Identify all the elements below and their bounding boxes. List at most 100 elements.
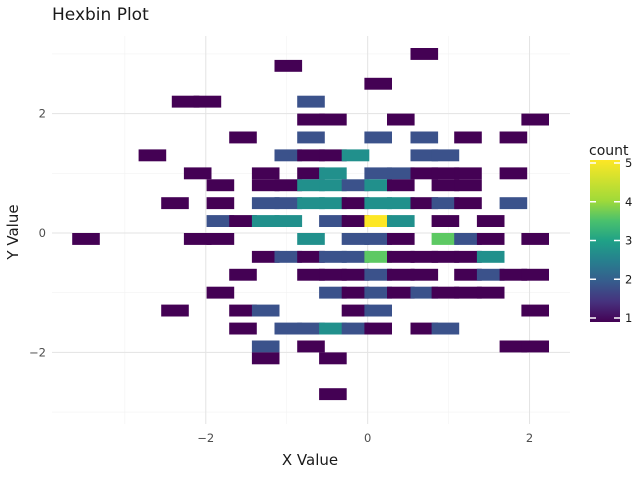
y-tick-label: 0	[39, 226, 46, 240]
bin-tile	[364, 304, 392, 317]
bin-tile	[341, 322, 370, 335]
bin-tile	[319, 179, 347, 192]
bin-tile	[297, 179, 325, 192]
bin-tile	[364, 268, 392, 281]
bin-tile	[229, 322, 257, 335]
bin-tile	[297, 95, 325, 108]
bin-tile	[521, 340, 549, 353]
bin-tile	[297, 233, 325, 245]
bin-tile	[251, 197, 280, 210]
bin-tile	[206, 233, 235, 245]
bin-tile	[319, 268, 347, 281]
y-axis-title: Y Value	[4, 204, 22, 260]
bin-tile	[410, 197, 439, 210]
bin-tile	[274, 179, 303, 192]
bin-tile	[410, 322, 439, 335]
bin-tile	[364, 167, 392, 180]
bin-tile	[319, 167, 347, 180]
bin-tile	[364, 131, 392, 144]
bin-tiles	[72, 48, 549, 401]
bin-tile	[387, 167, 415, 180]
bin-tile	[454, 179, 482, 192]
bin-tile	[431, 197, 460, 210]
bin-tile	[274, 250, 303, 263]
bin-tile	[229, 304, 257, 317]
bin-tile	[364, 197, 392, 210]
bin-tile	[410, 149, 439, 162]
bin-tile	[251, 250, 280, 263]
bin-tile	[387, 268, 415, 281]
bin-tile	[410, 131, 439, 144]
bin-tile	[387, 197, 415, 210]
bin-tile	[319, 388, 347, 401]
bin-tile	[364, 233, 392, 245]
bin-tile	[251, 352, 280, 365]
bin-tile	[499, 167, 528, 180]
bin-tile	[387, 113, 415, 126]
bin-tile	[476, 268, 505, 281]
bin-tile	[206, 197, 235, 210]
bin-tile	[251, 179, 280, 192]
bin-tile	[410, 268, 439, 281]
bin-tile	[297, 113, 325, 126]
bin-tile	[341, 286, 370, 299]
legend-tick-label: 5	[625, 156, 632, 170]
bin-tile	[319, 322, 347, 335]
bin-tile	[319, 197, 347, 210]
bin-tile	[476, 286, 505, 299]
bin-tile	[521, 268, 549, 281]
bin-tile	[297, 268, 325, 281]
bin-tile	[364, 179, 392, 192]
bin-tile	[431, 322, 460, 335]
x-tick-label: 0	[364, 431, 371, 445]
bin-tile	[297, 167, 325, 180]
bin-tile	[387, 286, 415, 299]
legend-tick-label: 3	[625, 234, 632, 248]
bin-tile	[454, 250, 482, 263]
bin-tile	[341, 149, 370, 162]
bin-tile	[521, 304, 549, 317]
bin-tile	[161, 197, 189, 210]
bin-tile	[319, 250, 347, 263]
chart-title: Hexbin Plot	[52, 5, 149, 25]
bin-tile	[297, 322, 325, 335]
bin-tile	[251, 215, 280, 227]
bin-tile	[364, 77, 392, 90]
bin-tile	[341, 215, 370, 227]
bin-tile	[364, 286, 392, 299]
bin-tile	[274, 197, 303, 210]
bin-tile	[229, 131, 257, 144]
bin-tile	[229, 215, 257, 227]
bin-tile	[72, 233, 100, 245]
bin-tile	[251, 340, 280, 353]
bin-tile	[454, 233, 482, 245]
bin-tile	[364, 215, 392, 227]
x-tick-label: 2	[526, 431, 533, 445]
bin-tile	[454, 197, 482, 210]
legend-title: count	[589, 143, 629, 159]
bin-tile	[161, 304, 189, 317]
bin-tile	[521, 113, 549, 126]
bin-tile	[229, 268, 257, 281]
bin-tile	[341, 197, 370, 210]
y-axis-ticks: −2 0 2	[29, 107, 46, 360]
bin-tile	[341, 268, 370, 281]
bin-tile	[476, 233, 505, 245]
bin-tile	[193, 95, 222, 108]
bin-tile	[410, 167, 439, 180]
bin-tile	[387, 233, 415, 245]
bin-tile	[183, 233, 212, 245]
bin-tile	[274, 149, 303, 162]
bin-tile	[454, 286, 482, 299]
bin-tile	[297, 340, 325, 353]
bin-tile	[364, 250, 392, 263]
bin-tile	[410, 286, 439, 299]
bin-tile	[297, 250, 325, 263]
bin-tile	[274, 59, 303, 72]
bin-tile	[410, 250, 439, 263]
bin-tile	[431, 215, 460, 227]
bin-tile	[431, 286, 460, 299]
bin-tile	[341, 304, 370, 317]
bin-tile	[274, 215, 303, 227]
